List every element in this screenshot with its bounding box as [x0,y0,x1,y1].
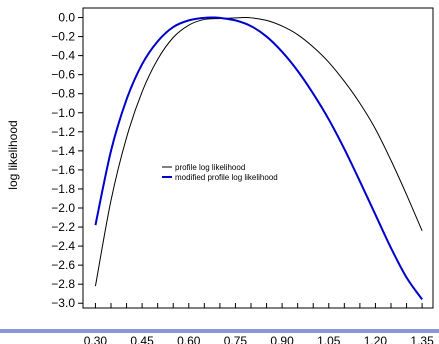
y-tick-label: −0.8 [51,87,75,101]
y-axis-label: log likelihood [6,120,20,189]
series-line-profile [94,16,423,287]
y-tick-label: −3.0 [51,296,75,310]
bottom-bar [0,329,439,333]
y-tick-label: −0.2 [51,30,75,44]
series-lines [94,16,423,301]
x-tick-label: 1.20 [364,334,388,344]
plot-frame [82,7,434,309]
y-tick-label: −2.4 [51,239,75,253]
y-tick-label: −2.8 [51,277,75,291]
x-tick-label: 1.35 [410,334,434,344]
y-tick-label: −1.8 [51,182,75,196]
x-tick-label: 0.45 [130,334,154,344]
y-tick-label: −1.2 [51,125,75,139]
y-tick-label: −2.0 [51,201,75,215]
y-tick-label: −0.6 [51,68,75,82]
y-tick-label: −2.2 [51,220,75,234]
legend-label: modified profile log likelihood [175,173,278,182]
x-tick-label: 0.30 [84,334,108,344]
series-line-modified-profile [94,16,423,301]
x-tick-label: 0.75 [224,334,248,344]
x-tick-label: 1.05 [317,334,341,344]
y-tick-label: −1.0 [51,106,75,120]
y-tick-label: −0.4 [51,49,75,63]
x-tick-label: 0.60 [177,334,201,344]
y-tick-label: −1.4 [51,144,75,158]
y-axis: 0.0 −0.2 −0.4 −0.6 −0.8 −1.0 −1.2 −1.4 −1.6 −1.8 −… [51,11,83,310]
legend-label: profile log likelihood [175,163,245,172]
y-tick-label: 0.0 [58,11,75,25]
y-tick-label: −1.6 [51,163,75,177]
x-tick-label: 0.90 [270,334,294,344]
plot-border [82,7,434,309]
x-axis: 0.30 0.45 0.60 0.75 0.90 1.05 1.20 1.35 [84,303,434,344]
y-tick-label: −2.6 [51,258,75,272]
